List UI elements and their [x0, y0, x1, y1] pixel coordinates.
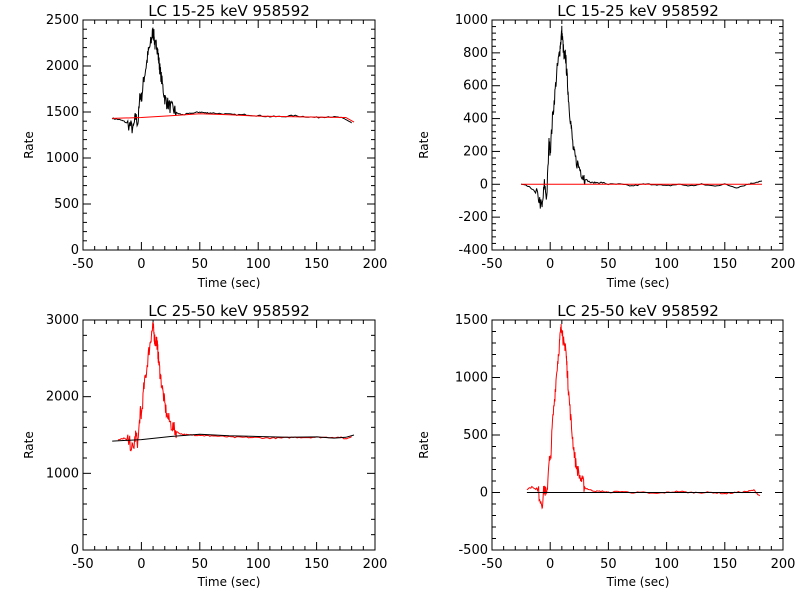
y-tick-label: 0: [71, 543, 79, 558]
x-tick-label: 100: [654, 557, 679, 572]
background-fit-line: [112, 433, 355, 442]
x-tick-label: 0: [137, 257, 145, 272]
y-tick-label: -400: [458, 243, 488, 258]
plot-frame: [82, 319, 376, 551]
x-tick-label: 200: [363, 257, 388, 272]
x-tick-label: 200: [771, 257, 796, 272]
x-tick-label: 100: [246, 557, 271, 572]
y-tick-label: 600: [463, 79, 488, 94]
y-tick-label: -200: [458, 210, 488, 225]
y-tick-label: 0: [480, 177, 488, 192]
x-axis-label: Time (sec): [606, 575, 670, 589]
x-tick-label: 0: [137, 557, 145, 572]
x-tick-label: -50: [72, 257, 93, 272]
y-tick-label: 500: [54, 197, 79, 212]
y-tick-label: 0: [71, 243, 79, 258]
x-tick-label: 50: [600, 557, 617, 572]
y-tick-label: 1500: [455, 313, 488, 328]
x-tick-label: 0: [546, 557, 554, 572]
y-tick-label: -500: [458, 543, 488, 558]
x-tick-label: 150: [304, 557, 329, 572]
y-tick-label: 2500: [46, 13, 79, 28]
x-tick-label: 0: [546, 257, 554, 272]
y-tick-label: 500: [463, 428, 488, 443]
chart-title: LC 15-25 keV 958592: [557, 2, 719, 20]
plot-frame: [82, 19, 376, 251]
y-axis-label: Rate: [22, 431, 36, 459]
lightcurve-line: [117, 322, 352, 452]
chart-title: LC 25-50 keV 958592: [148, 302, 310, 320]
y-tick-label: 1000: [46, 151, 79, 166]
panel-bottom-left: LC 25-50 keV 958592 Time (sec) Rate -50 0…: [22, 302, 387, 589]
plot-frame: [491, 19, 784, 251]
panel-top-left: LC 15-25 keV 958592 Time (sec) Rate -50 0…: [22, 2, 387, 290]
x-tick-label: 50: [192, 557, 209, 572]
chart-title: LC 15-25 keV 958592: [148, 2, 310, 20]
x-tick-label: 100: [246, 257, 271, 272]
y-axis-label: Rate: [22, 131, 36, 159]
x-tick-label: 150: [304, 257, 329, 272]
y-tick-label: 200: [463, 144, 488, 159]
y-axis-label: Rate: [417, 431, 431, 459]
y-tick-label: 2000: [46, 59, 79, 74]
x-tick-label: -50: [481, 557, 502, 572]
x-tick-label: 150: [712, 257, 737, 272]
x-tick-label: 150: [712, 557, 737, 572]
x-tick-label: 200: [363, 557, 388, 572]
y-tick-label: 2000: [46, 390, 79, 405]
background-fit-line: [112, 113, 355, 123]
y-tick-label: 400: [463, 112, 488, 127]
y-tick-label: 0: [480, 486, 488, 501]
y-tick-label: 800: [463, 46, 488, 61]
panel-bottom-right: LC 25-50 keV 958592 Time (sec) Rate -50 0…: [417, 302, 795, 589]
chart-title: LC 25-50 keV 958592: [557, 302, 719, 320]
x-tick-label: 100: [654, 257, 679, 272]
x-axis-label: Time (sec): [606, 276, 670, 290]
x-tick-label: -50: [72, 557, 93, 572]
y-tick-label: 3000: [46, 313, 79, 328]
panel-top-right: LC 15-25 keV 958592 Time (sec) Rate -50 0…: [417, 2, 795, 290]
y-tick-label: 1000: [455, 13, 488, 28]
x-tick-label: 50: [600, 257, 617, 272]
x-tick-label: 200: [771, 557, 796, 572]
x-axis-label: Time (sec): [197, 575, 261, 589]
lightcurve-line: [526, 323, 761, 510]
y-tick-label: 1000: [455, 371, 488, 386]
x-tick-label: 50: [192, 257, 209, 272]
lightcurve-line: [520, 25, 763, 209]
plot-frame: [491, 319, 784, 551]
x-axis-label: Time (sec): [197, 276, 261, 290]
y-tick-label: 1000: [46, 466, 79, 481]
y-tick-label: 1500: [46, 105, 79, 120]
y-axis-label: Rate: [417, 131, 431, 159]
x-tick-label: -50: [481, 257, 502, 272]
